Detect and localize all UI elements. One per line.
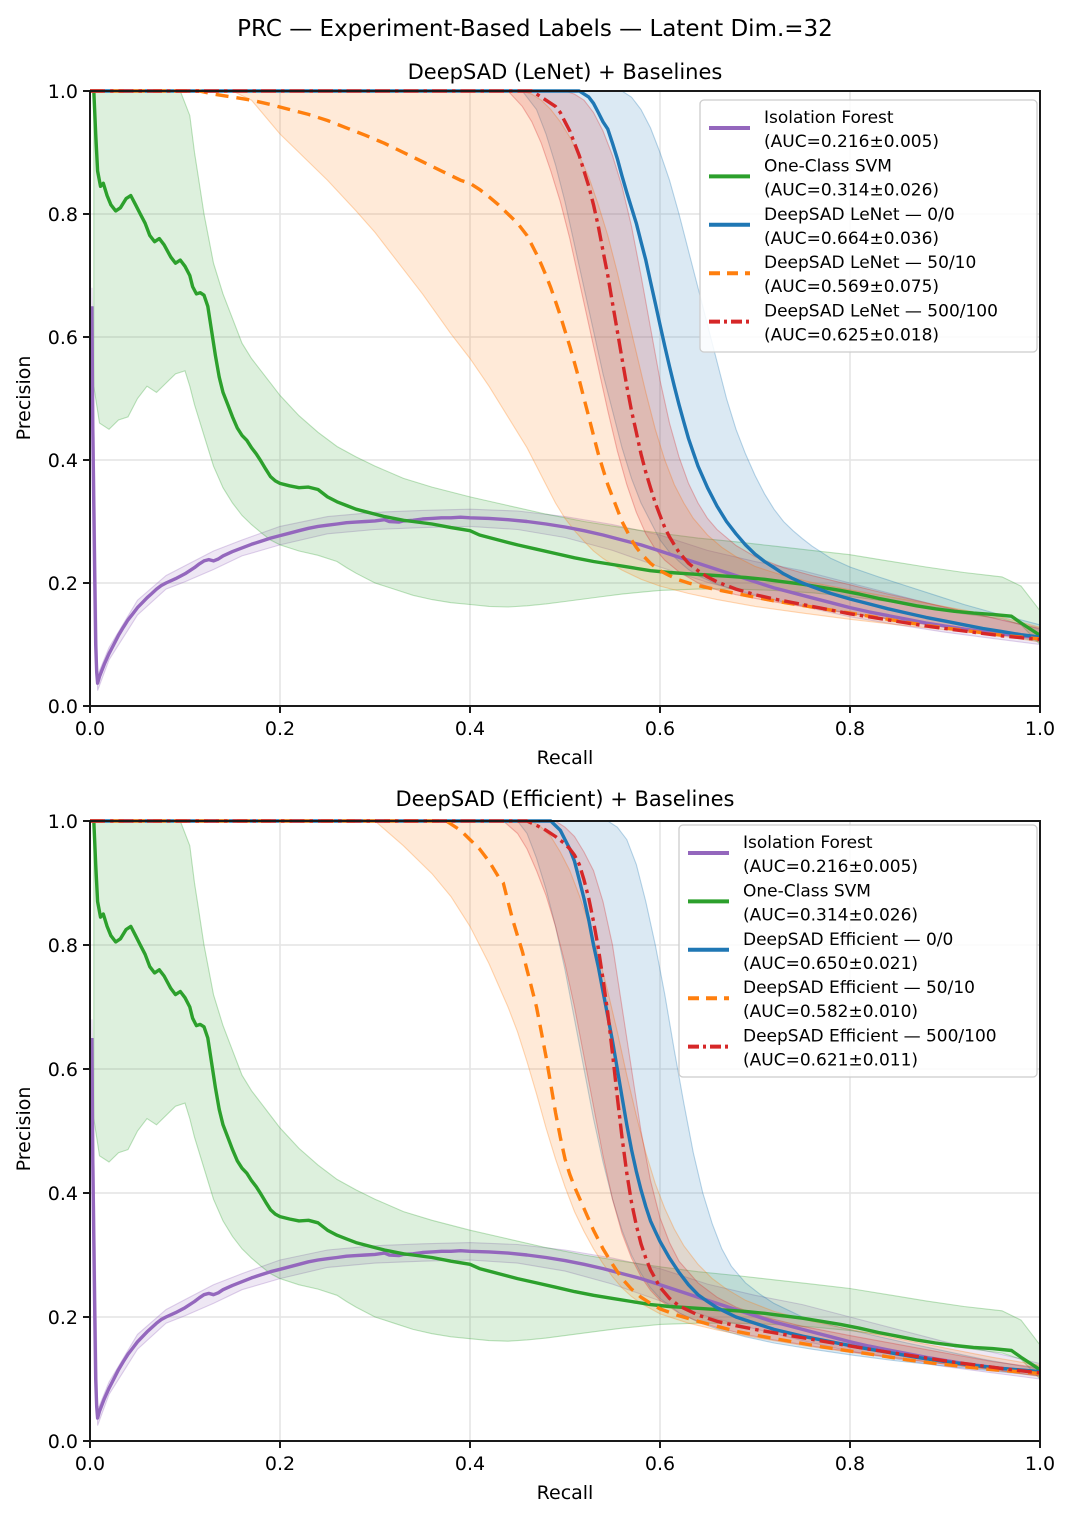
x-tick-label: 1.0 (1025, 1453, 1055, 1475)
legend-label-one-class-svm-2: One-Class SVM (743, 881, 871, 901)
legend-auc-deepsad-lenet-0-0: (AUC=0.664±0.036) (764, 229, 939, 249)
confidence-band-deepsad-efficient-0-0 (90, 820, 1041, 1377)
axes-frame (89, 90, 1041, 707)
confidence-band-one-class-svm (93, 90, 1041, 646)
y-tick-label: 0.8 (48, 935, 78, 957)
legend-auc-deepsad-efficient-0-0: (AUC=0.650±0.021) (743, 954, 918, 974)
y-tick-label: 0.8 (48, 204, 78, 226)
legend-label-deepsad-lenet-0-0: DeepSAD LeNet — 0/0 (764, 205, 955, 225)
legend-auc-one-class-svm: (AUC=0.314±0.026) (764, 180, 939, 200)
subplot-efficient: 0.0 0.2 0.4 0.6 0.8 1.0 0.0 0.2 0.4 0.6 0.8 1.0 Isol… (48, 811, 1055, 1475)
legend-label-deepsad-lenet-500-100: DeepSAD LeNet — 500/100 (764, 302, 998, 322)
x-tick-label: 0.8 (835, 718, 865, 740)
x-axis-label-bottom: Recall (537, 1482, 594, 1504)
x-tick-label: 0.2 (265, 718, 295, 740)
y-tick-label: 0.0 (48, 1431, 78, 1453)
y-tick-label: 0.2 (48, 573, 78, 595)
legend-auc-deepsad-efficient-50-10: (AUC=0.582±0.010) (743, 1002, 918, 1022)
series-line-isolation-forest-2 (90, 1037, 1041, 1420)
legend-auc-isolation-forest: (AUC=0.216±0.005) (764, 132, 939, 152)
legend-label-deepsad-lenet-50-10: DeepSAD LeNet — 50/10 (764, 253, 976, 273)
x-tick-label: 0.4 (455, 718, 485, 740)
y-tick-label: 0.4 (48, 450, 78, 472)
x-tick-label: 0.4 (455, 1453, 485, 1475)
y-tick-label: 0.2 (48, 1307, 78, 1329)
legend-auc-deepsad-lenet-50-10: (AUC=0.569±0.075) (764, 277, 939, 297)
legend-label-isolation-forest-2: Isolation Forest (743, 833, 873, 853)
x-tick-label: 0.0 (75, 1453, 105, 1475)
series-line-deepsad-efficient-500-100 (90, 819, 1041, 1375)
series-line-one-class-svm (92, 90, 1041, 637)
series-line-deepsad-lenet-500-100 (90, 89, 1041, 642)
subplot-lenet: 0.0 0.2 0.4 0.6 0.8 1.0 0.0 0.2 0.4 0.6 0.8 1.0 Isol… (48, 81, 1055, 740)
x-tick-label: 1.0 (1025, 718, 1055, 740)
x-tick-label: 0.6 (645, 718, 675, 740)
x-tick-label: 0.2 (265, 1453, 295, 1475)
legend-auc-deepsad-efficient-500-100: (AUC=0.621±0.011) (743, 1051, 918, 1071)
y-tick-label: 0.4 (48, 1183, 78, 1205)
y-tick-label: 1.0 (48, 811, 78, 833)
legend-auc-deepsad-lenet-500-100: (AUC=0.625±0.018) (764, 326, 939, 346)
series-line-deepsad-efficient-0-0 (90, 819, 1041, 1374)
series-line-deepsad-lenet-0-0 (90, 89, 1041, 639)
subplot-title-efficient: DeepSAD (Efficient) + Baselines (396, 787, 735, 811)
x-tick-label: 0.8 (835, 1453, 865, 1475)
subplot-title-lenet: DeepSAD (LeNet) + Baselines (408, 60, 723, 84)
legend-box (678, 824, 1038, 1078)
legend-auc-isolation-forest-2: (AUC=0.216±0.005) (743, 857, 918, 877)
x-tick-label: 0.0 (75, 718, 105, 740)
axes-frame (89, 820, 1041, 1442)
legend-label-isolation-forest: Isolation Forest (764, 108, 894, 128)
legend-label-one-class-svm: One-Class SVM (764, 156, 892, 176)
legend-label-deepsad-efficient-0-0: DeepSAD Efficient — 0/0 (743, 930, 953, 950)
confidence-band-one-class-svm-2 (93, 820, 1041, 1381)
legend-label-deepsad-efficient-500-100: DeepSAD Efficient — 500/100 (743, 1027, 997, 1047)
y-axis-label-bottom: Precision (13, 1087, 35, 1172)
y-tick-label: 0.6 (48, 327, 78, 349)
figure-title: PRC — Experiment-Based Labels — Latent D… (237, 16, 833, 42)
legend-label-deepsad-efficient-50-10: DeepSAD Efficient — 50/10 (743, 978, 975, 998)
x-tick-label: 0.6 (645, 1453, 675, 1475)
y-tick-label: 1.0 (48, 81, 78, 103)
y-tick-label: 0.0 (48, 696, 78, 718)
series-line-deepsad-efficient-50-10 (90, 819, 1041, 1376)
y-tick-label: 0.6 (48, 1059, 78, 1081)
y-axis-label-top: Precision (13, 356, 35, 441)
series-line-isolation-forest (90, 306, 1041, 685)
series-line-one-class-svm-2 (92, 820, 1041, 1372)
legend-auc-one-class-svm-2: (AUC=0.314±0.026) (743, 905, 918, 925)
legend-box (699, 99, 1038, 353)
x-axis-label-top: Recall (537, 747, 594, 769)
